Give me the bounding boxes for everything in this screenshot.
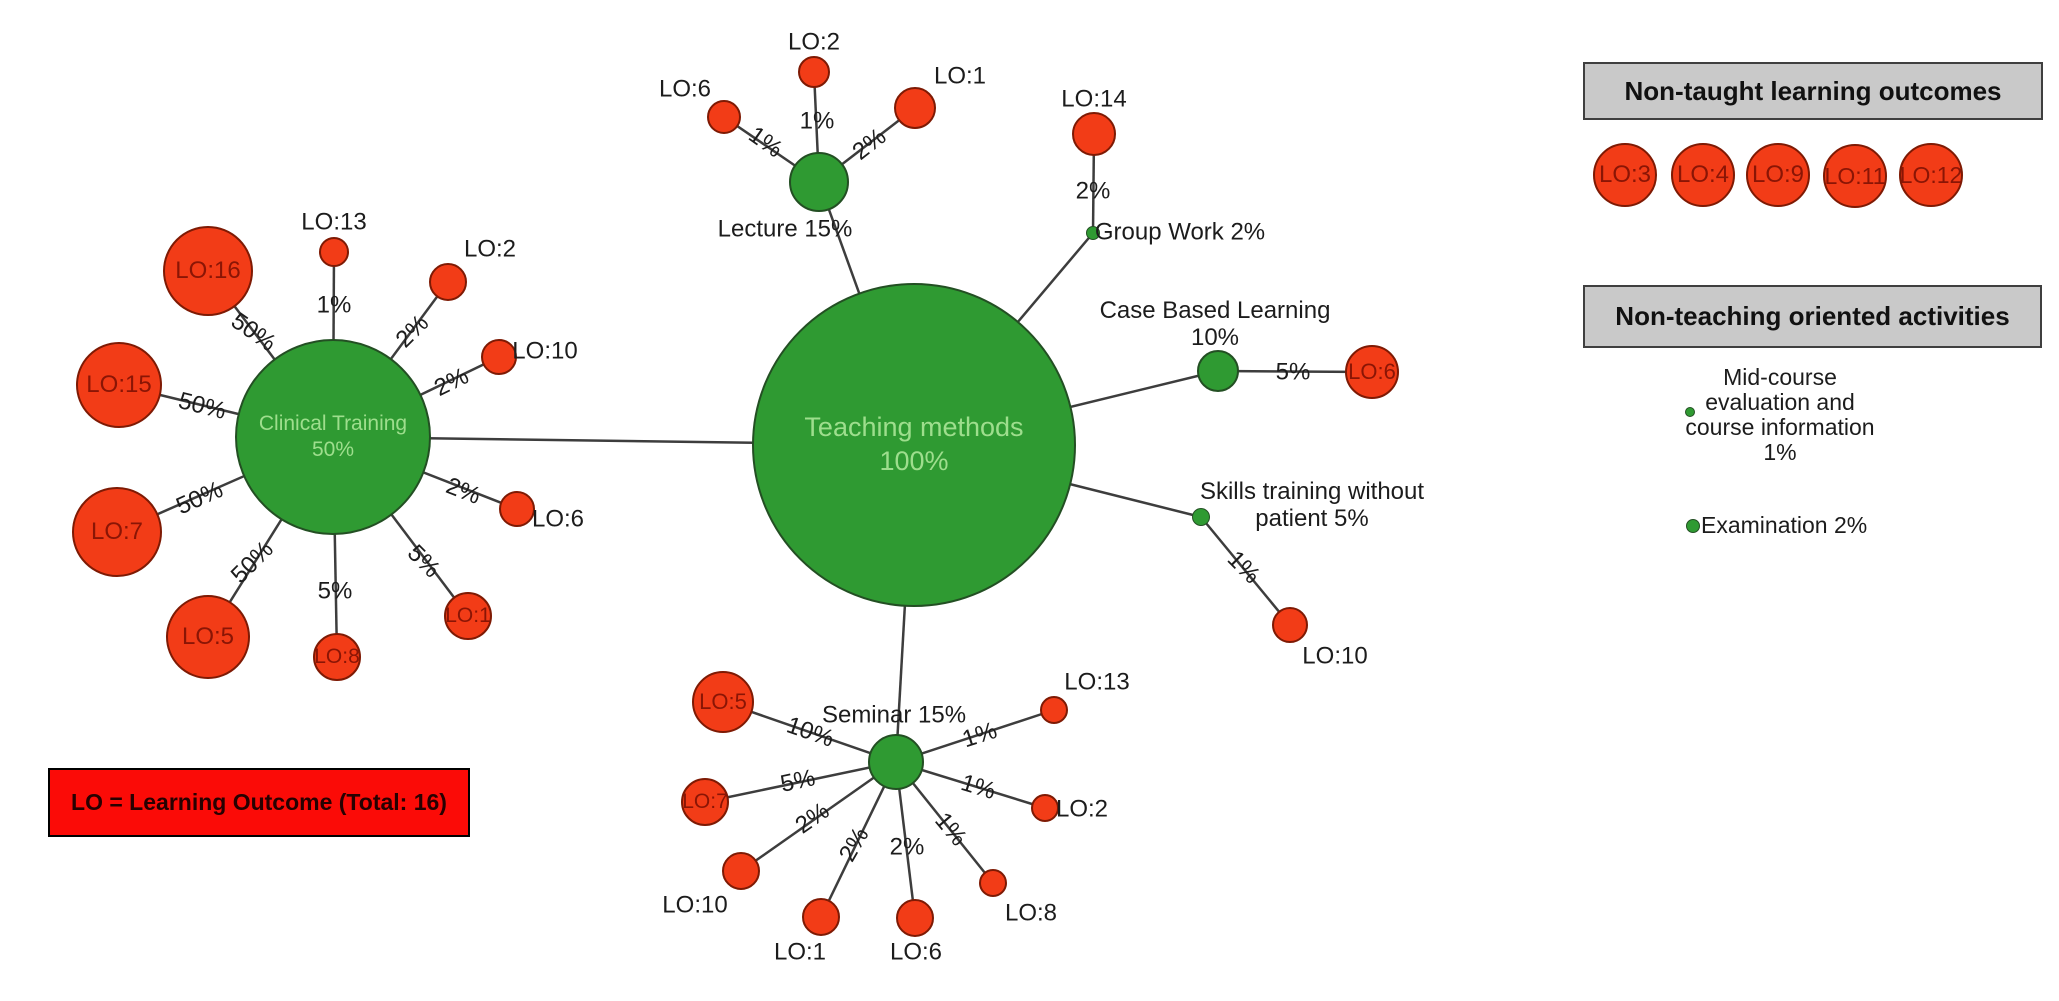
node-leg12: LO:12 [1899, 143, 1963, 207]
edge-seminar-sem10 [740, 760, 897, 873]
node-clinical-label: Clinical Training 50% [258, 411, 408, 461]
cluster-label-19: Group Work 2% [1094, 218, 1266, 246]
learning-outcome-note: LO = Learning Outcome (Total: 16) [48, 768, 470, 837]
node-sem7-label: LO:7 [682, 789, 728, 813]
node-l6 [707, 100, 741, 134]
node-c6 [499, 491, 535, 527]
node-label-9: LO:10 [662, 891, 728, 919]
node-cb6: LO:6 [1345, 345, 1399, 399]
node-c5: LO:5 [166, 595, 250, 679]
midcourse-evaluation-label: Mid-course evaluation and course informa… [1685, 364, 1875, 465]
node-label-13: LO:2 [1055, 795, 1109, 823]
node-label-0: LO:13 [301, 208, 367, 236]
node-sem5: LO:5 [692, 671, 754, 733]
percent-label-31: 1% [799, 107, 835, 135]
node-label-14: LO:13 [1064, 668, 1130, 696]
node-label-2: LO:10 [512, 337, 578, 365]
node-leg3-label: LO:3 [1598, 161, 1652, 189]
node-c8: LO:8 [313, 633, 361, 681]
legend-header-activities: Non-teaching oriented activities [1583, 285, 2042, 348]
node-sem1 [802, 898, 840, 936]
edge-seminar-sem1 [819, 761, 898, 918]
node-c5-label: LO:5 [181, 623, 235, 651]
percent-label-33: 2% [1075, 177, 1111, 205]
node-groupwork_dot [1086, 226, 1100, 240]
node-c15: LO:15 [76, 342, 162, 428]
legend-header-non-taught: Non-taught learning outcomes [1583, 62, 2043, 120]
node-label-7: LO:14 [1061, 85, 1127, 113]
cluster-label-18: Skills training without patient 5% [1199, 478, 1425, 532]
node-c13 [319, 237, 349, 267]
examination-label: Examination 2% [1701, 511, 1868, 538]
cluster-label-15: Lecture 15% [717, 215, 853, 243]
node-leg9: LO:9 [1746, 143, 1810, 207]
node-hub-label: Teaching methods 100% [804, 412, 1024, 476]
node-clinical: Clinical Training 50% [235, 339, 431, 535]
node-c15-label: LO:15 [86, 371, 152, 399]
cluster-label-16: Seminar 15% [821, 701, 967, 729]
cluster-label-17: Case Based Learning 10% [1099, 297, 1331, 351]
node-leg12-label: LO:12 [1899, 161, 1963, 188]
node-label-12: LO:8 [1004, 899, 1058, 927]
node-cb6-label: LO:6 [1348, 359, 1396, 385]
node-leg11: LO:11 [1823, 144, 1887, 208]
node-lecture [789, 152, 849, 212]
node-skills_dot [1192, 508, 1210, 526]
node-c7-label: LO:7 [90, 518, 144, 546]
node-sem5-label: LO:5 [699, 689, 747, 715]
percent-label-28: 5% [317, 577, 353, 605]
node-sem2 [1031, 794, 1059, 822]
edge-skills_dot-sk10 [1200, 516, 1291, 626]
percent-label-40: 2% [889, 833, 925, 861]
node-label-11: LO:6 [889, 938, 943, 966]
node-sem6 [896, 899, 934, 937]
node-c1: LO:1 [444, 592, 492, 640]
node-lo14 [1072, 112, 1116, 156]
node-leg4: LO:4 [1671, 143, 1735, 207]
percent-label-21: 1% [316, 291, 352, 319]
node-label-8: LO:10 [1302, 642, 1368, 670]
node-casebased [1197, 350, 1239, 392]
node-seminar [868, 734, 924, 790]
node-leg11-label: LO:11 [1824, 162, 1886, 189]
node-c1-label: LO:1 [445, 603, 491, 627]
node-label-10: LO:1 [773, 938, 827, 966]
node-sem7: LO:7 [681, 778, 729, 826]
node-label-1: LO:2 [463, 235, 517, 263]
node-c7: LO:7 [72, 487, 162, 577]
node-label-3: LO:6 [531, 505, 585, 533]
node-sem10 [722, 852, 760, 890]
node-leg4-label: LO:4 [1676, 161, 1730, 189]
node-l2 [798, 56, 830, 88]
node-sem8 [979, 869, 1007, 897]
node-exam_dot [1686, 519, 1700, 533]
node-c16: LO:16 [163, 226, 253, 316]
node-sem13 [1040, 696, 1068, 724]
node-hub: Teaching methods 100% [752, 283, 1076, 607]
node-c16-label: LO:16 [175, 257, 241, 285]
node-leg9-label: LO:9 [1751, 161, 1805, 189]
node-label-4: LO:6 [658, 75, 712, 103]
node-label-5: LO:2 [787, 28, 841, 56]
node-leg3: LO:3 [1593, 143, 1657, 207]
percent-label-34: 5% [1275, 358, 1311, 386]
node-midcourse_dot [1685, 407, 1695, 417]
node-l1 [894, 87, 936, 129]
node-sk10 [1272, 607, 1308, 643]
node-c10 [481, 339, 517, 375]
node-label-6: LO:1 [933, 62, 987, 90]
edge-seminar-sem7 [704, 760, 897, 804]
node-c2 [429, 263, 467, 301]
node-c8-label: LO:8 [314, 644, 360, 668]
